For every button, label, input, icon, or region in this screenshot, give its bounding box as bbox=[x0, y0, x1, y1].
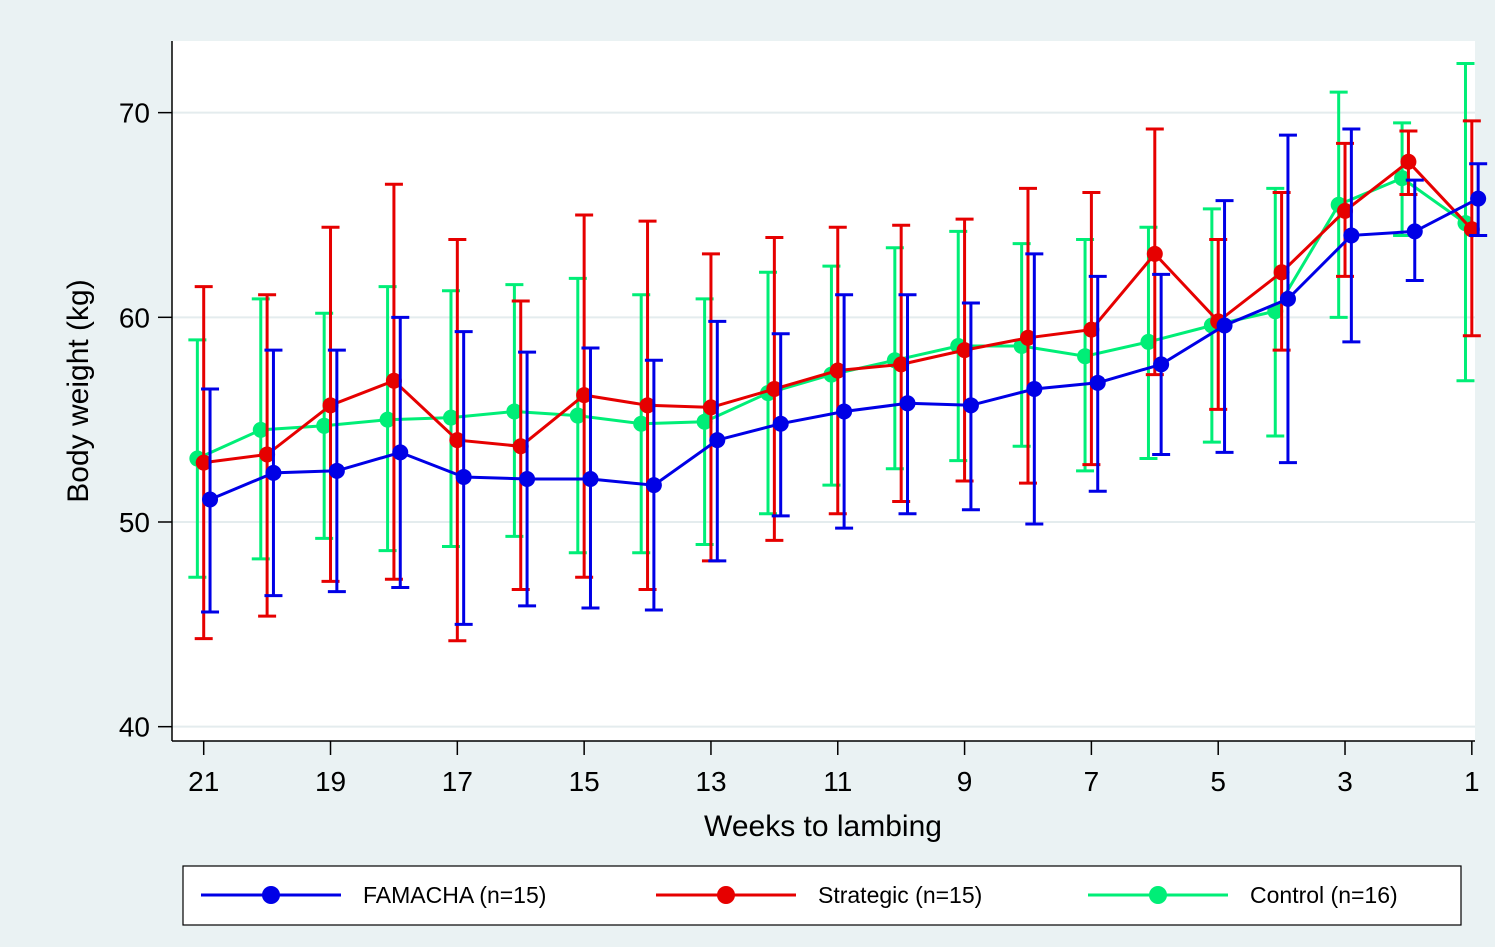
x-axis-title: Weeks to lambing bbox=[704, 810, 942, 843]
y-tick-label: 40 bbox=[119, 712, 150, 743]
data-point bbox=[1140, 333, 1157, 350]
series-1 bbox=[194, 119, 1481, 643]
data-point bbox=[1463, 221, 1480, 238]
legend: FAMACHA (n=15) Strategic (n=15) Control (n… bbox=[182, 865, 1462, 926]
x-tick-label: 11 bbox=[823, 766, 852, 797]
data-point bbox=[202, 491, 219, 508]
data-point bbox=[829, 362, 846, 379]
data-point bbox=[1273, 264, 1290, 281]
data-point bbox=[1089, 374, 1106, 391]
legend-item-0: FAMACHA (n=15) bbox=[201, 882, 546, 908]
data-point bbox=[956, 342, 973, 359]
data-point bbox=[449, 432, 466, 449]
data-point bbox=[766, 380, 783, 397]
x-ticks: 21 19 17 15 13 11 9 7 5 3 1 bbox=[188, 741, 1480, 797]
data-point bbox=[1279, 290, 1296, 307]
data-point bbox=[1337, 202, 1354, 219]
data-point bbox=[569, 407, 586, 424]
legend-label: Strategic (n=15) bbox=[818, 882, 982, 908]
y-axis-title: Body weight (kg) bbox=[62, 279, 95, 502]
data-point bbox=[322, 397, 339, 414]
y-tick-label: 70 bbox=[119, 98, 150, 129]
data-point bbox=[1406, 223, 1423, 240]
series bbox=[188, 62, 1488, 643]
data-point bbox=[645, 477, 662, 494]
grid-lines bbox=[172, 111, 1475, 728]
data-point bbox=[576, 387, 593, 404]
legend-item-1: Strategic (n=15) bbox=[656, 882, 982, 908]
data-point bbox=[772, 415, 789, 432]
data-point bbox=[259, 446, 276, 463]
data-point bbox=[1400, 153, 1417, 170]
data-point bbox=[1019, 329, 1036, 346]
x-tick-label: 21 bbox=[188, 766, 219, 797]
data-point bbox=[582, 471, 599, 488]
y-tick-label: 60 bbox=[119, 302, 150, 333]
data-point bbox=[392, 444, 409, 461]
data-point bbox=[519, 471, 536, 488]
data-point bbox=[506, 403, 523, 420]
data-point bbox=[1026, 380, 1043, 397]
legend-item-2: Control (n=16) bbox=[1088, 882, 1398, 908]
data-point bbox=[696, 413, 713, 430]
data-point bbox=[639, 397, 656, 414]
data-point bbox=[316, 417, 333, 434]
data-point bbox=[899, 395, 916, 412]
legend-label: FAMACHA (n=15) bbox=[363, 882, 546, 908]
data-point bbox=[1216, 317, 1233, 334]
data-point bbox=[195, 454, 212, 471]
data-point bbox=[962, 397, 979, 414]
data-point bbox=[1470, 190, 1487, 207]
data-point bbox=[385, 372, 402, 389]
data-point bbox=[633, 415, 650, 432]
data-point bbox=[265, 464, 282, 481]
x-tick-label: 9 bbox=[957, 766, 973, 797]
legend-label: Control (n=16) bbox=[1250, 882, 1398, 908]
x-tick-label: 13 bbox=[695, 766, 726, 797]
data-point bbox=[379, 411, 396, 428]
data-point bbox=[1153, 356, 1170, 373]
data-point bbox=[442, 409, 459, 426]
data-point bbox=[252, 421, 269, 438]
x-tick-label: 3 bbox=[1337, 766, 1353, 797]
data-point bbox=[1343, 227, 1360, 244]
x-tick-label: 19 bbox=[315, 766, 346, 797]
data-point bbox=[1083, 321, 1100, 338]
data-point bbox=[893, 356, 910, 373]
plot-area bbox=[172, 41, 1475, 741]
x-tick-label: 7 bbox=[1084, 766, 1100, 797]
y-tick-label: 50 bbox=[119, 507, 150, 538]
data-point bbox=[1394, 170, 1411, 187]
legend-swatch-marker bbox=[1149, 886, 1167, 904]
x-tick-label: 5 bbox=[1210, 766, 1226, 797]
x-tick-label: 17 bbox=[442, 766, 473, 797]
y-ticks: 40 50 60 70 bbox=[119, 98, 172, 743]
legend-box bbox=[182, 865, 1462, 926]
x-tick-label: 1 bbox=[1464, 766, 1480, 797]
data-point bbox=[702, 399, 719, 416]
data-point bbox=[512, 438, 529, 455]
series-0 bbox=[201, 127, 1488, 626]
legend-swatch-marker bbox=[717, 886, 735, 904]
data-point bbox=[709, 432, 726, 449]
x-tick-label: 15 bbox=[569, 766, 600, 797]
data-point bbox=[328, 462, 345, 479]
data-point bbox=[455, 468, 472, 485]
data-point bbox=[1146, 245, 1163, 262]
data-point bbox=[836, 403, 853, 420]
data-point bbox=[1077, 348, 1094, 365]
legend-swatch-marker bbox=[262, 886, 280, 904]
